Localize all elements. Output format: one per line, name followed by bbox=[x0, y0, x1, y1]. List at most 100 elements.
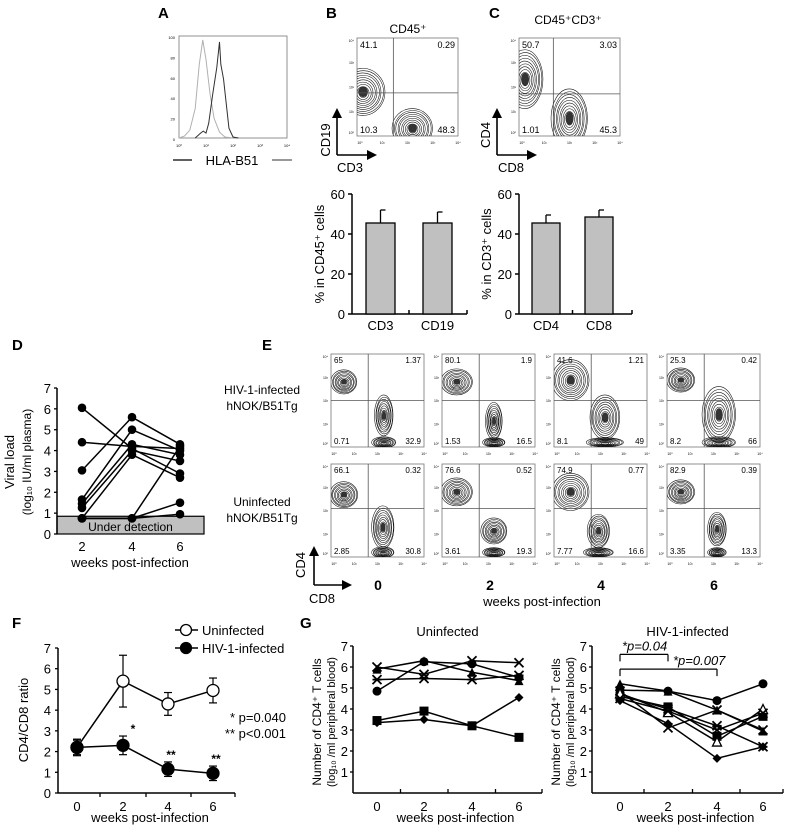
data-point bbox=[127, 440, 137, 449]
x-tick-label: 10⁰ bbox=[176, 143, 182, 148]
contour-line bbox=[519, 72, 531, 89]
contour-line bbox=[338, 377, 350, 388]
y-tick-label: 7 bbox=[580, 639, 587, 654]
flow-plot: 76.6 0.52 3.61 19.3 10⁰ 10⁰ 10¹ 10¹ 10² 10² 10³ 10³… bbox=[434, 463, 538, 566]
y-tick-label: 1 bbox=[44, 765, 51, 780]
contour-line bbox=[668, 369, 695, 392]
x-tick-label: 10⁴ bbox=[284, 143, 290, 148]
y-tick-label: 60 bbox=[498, 187, 512, 202]
quadrant-upper-left-value: 76.6 bbox=[445, 466, 461, 475]
contour-core bbox=[715, 551, 720, 554]
y-axis-label: (log₁₀ /ml peripheral blood) bbox=[565, 657, 577, 787]
contour-line bbox=[555, 477, 586, 508]
x-tick-label: 0 bbox=[73, 799, 80, 814]
quadrant-upper-right-value: 0.29 bbox=[437, 40, 455, 50]
x-axis-label: HLA-B51 bbox=[206, 153, 259, 168]
contour-line bbox=[378, 550, 388, 556]
contour-line bbox=[488, 410, 500, 433]
data-point bbox=[175, 498, 185, 508]
contour-line bbox=[711, 403, 726, 427]
x-tick-label: 10⁴ bbox=[757, 562, 763, 566]
legend-label: Uninfected bbox=[202, 623, 264, 638]
x-tick-label: CD8 bbox=[586, 318, 612, 333]
x-tick-label: 10⁰ bbox=[667, 452, 673, 456]
contour-core bbox=[453, 488, 461, 495]
flow-plot: 25.3 0.42 8.2 66 10⁰ 10⁰ 10¹ 10¹ 10² 10² 10³ 10³ 10⁴… bbox=[659, 353, 763, 456]
x-tick-label: 6 bbox=[515, 799, 522, 814]
contour-line bbox=[519, 66, 534, 94]
contour-line bbox=[710, 440, 728, 447]
contour-line bbox=[377, 440, 391, 447]
contour-core bbox=[566, 375, 575, 385]
arrow-head-icon bbox=[492, 108, 502, 118]
quadrant-upper-right-value: 1.9 bbox=[521, 356, 533, 365]
x-tick-label: 10⁰ bbox=[667, 562, 673, 566]
y-tick-label: 10³ bbox=[659, 376, 665, 380]
contour-line bbox=[488, 440, 501, 446]
data-point bbox=[77, 403, 87, 413]
quadrant-upper-right-value: 0.77 bbox=[628, 466, 644, 475]
y-tick-label: 10² bbox=[659, 509, 665, 513]
contour-core bbox=[491, 441, 497, 444]
y-axis-label: Number of CD4⁺ T cells bbox=[549, 658, 563, 785]
contour-line bbox=[448, 375, 466, 390]
square-marker bbox=[758, 711, 768, 721]
data-point bbox=[127, 450, 137, 460]
x-tick-label: 10⁴ bbox=[644, 562, 650, 566]
contour-line bbox=[397, 114, 428, 136]
x-tick-label: 10² bbox=[486, 562, 492, 566]
contour-line bbox=[667, 367, 695, 393]
y-tick-label: 10² bbox=[659, 399, 665, 403]
contour-line bbox=[557, 99, 582, 136]
data-point bbox=[77, 466, 87, 475]
contour-line bbox=[442, 370, 472, 395]
x-tick-label: 10¹ bbox=[203, 143, 209, 148]
contour-line bbox=[591, 521, 606, 542]
series-line bbox=[376, 696, 520, 727]
contour-core bbox=[491, 528, 497, 534]
contour-line bbox=[484, 438, 505, 447]
contour-line bbox=[373, 437, 394, 447]
contour-line bbox=[486, 549, 503, 557]
quadrant-upper-right-value: 1.37 bbox=[405, 356, 421, 365]
data-point bbox=[175, 509, 185, 519]
contour-line bbox=[519, 63, 536, 97]
quadrant-lower-left-value: 10.3 bbox=[360, 125, 378, 135]
contour-line bbox=[585, 437, 624, 447]
x-tick-label: 4 bbox=[713, 799, 720, 814]
quadrant-lower-left-value: 3.35 bbox=[670, 547, 686, 556]
y-tick-label: 10³ bbox=[349, 61, 355, 65]
contour-line bbox=[371, 436, 397, 447]
contour-line bbox=[560, 105, 578, 133]
contour-line bbox=[707, 438, 732, 447]
contour-line bbox=[708, 548, 727, 557]
contour-line bbox=[378, 440, 390, 446]
quadrant-lower-right-value: 66 bbox=[748, 437, 757, 446]
flow-plot: 50.7 3.03 1.01 45.3 10⁰ 10⁰ 10¹ 10¹ 10² 10² 10³ 10³… bbox=[511, 37, 623, 145]
y-tick-label: 3 bbox=[44, 464, 51, 479]
y-tick-label: 10⁴ bbox=[434, 465, 440, 469]
contour-line bbox=[379, 407, 388, 425]
y-tick-label: 2 bbox=[44, 745, 51, 760]
flow-plot: 66.1 0.32 2.85 30.8 10⁰ 10⁰ 10¹ 10¹ 10² 10² 10³ 10³… bbox=[323, 463, 427, 566]
y-tick-label: 10⁴ bbox=[546, 355, 552, 359]
contour-line bbox=[708, 513, 727, 545]
contour-line bbox=[556, 97, 584, 136]
contour-line bbox=[486, 549, 501, 557]
p-value-annotation: * p=0.040 bbox=[230, 710, 286, 725]
contour-line bbox=[331, 369, 358, 395]
contour-line bbox=[450, 486, 464, 499]
contour-line bbox=[667, 479, 695, 505]
x-marker bbox=[711, 704, 723, 716]
week-label: 6 bbox=[710, 577, 718, 593]
contour-line bbox=[485, 523, 502, 540]
contour-line bbox=[333, 372, 355, 393]
y-tick-label: 1 bbox=[580, 765, 587, 780]
y-tick-label: 10¹ bbox=[659, 532, 665, 536]
contour-line bbox=[443, 371, 470, 393]
y-tick-label: 10⁰ bbox=[511, 131, 517, 135]
contour-line bbox=[710, 517, 725, 542]
contour-line bbox=[373, 510, 393, 545]
contour-core bbox=[715, 408, 723, 421]
series-line bbox=[619, 683, 764, 702]
